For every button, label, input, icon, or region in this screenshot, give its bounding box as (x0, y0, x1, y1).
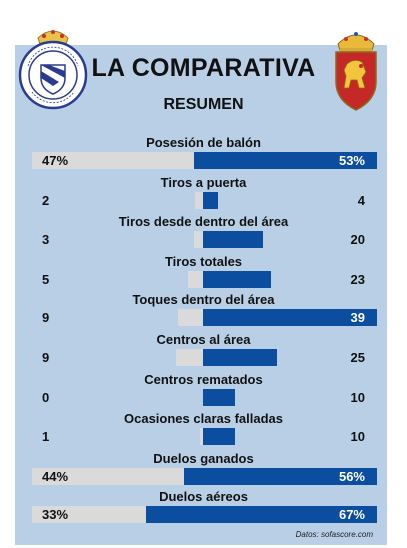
value-home-1: 2 (42, 193, 50, 208)
bar-away-9 (145, 506, 377, 523)
page-title: LA COMPARATIVA (91, 54, 316, 82)
zaragoza-crest-icon (332, 28, 380, 112)
value-away-9: 67% (338, 507, 365, 522)
bar-away-1 (203, 192, 219, 209)
value-away-1: 4 (357, 193, 365, 208)
stat-label-9: Duelos aéreos (159, 489, 248, 504)
bar-away-7 (203, 428, 235, 445)
value-home-5: 9 (42, 350, 50, 365)
bar-away-5 (203, 349, 277, 366)
bar-home-9 (32, 506, 146, 523)
value-home-6: 0 (42, 390, 50, 405)
value-home-2: 3 (42, 232, 50, 247)
bar-away-4 (203, 309, 377, 326)
value-away-4: 39 (350, 310, 365, 325)
stat-label-8: Duelos ganados (153, 451, 254, 466)
bar-home-8 (32, 468, 184, 485)
bar-away-3 (203, 271, 272, 288)
stat-label-5: Centros al área (156, 332, 251, 347)
stats-panel (15, 45, 387, 545)
bar-away-2 (203, 231, 263, 248)
value-home-8: 44% (42, 469, 69, 484)
stat-label-7: Ocasiones claras falladas (124, 411, 283, 426)
stat-label-2: Tiros desde dentro del área (118, 214, 289, 229)
bar-away-0 (194, 152, 377, 169)
stat-label-6: Centros rematados (144, 372, 263, 387)
bar-away-8 (183, 468, 377, 485)
value-away-8: 56% (338, 469, 365, 484)
value-home-9: 33% (42, 507, 69, 522)
bar-home-5 (176, 349, 203, 366)
value-home-0: 47% (42, 153, 69, 168)
bar-home-2 (194, 231, 203, 248)
bar-home-7 (200, 428, 203, 445)
page-subtitle: RESUMEN (163, 96, 244, 113)
value-home-3: 5 (42, 272, 50, 287)
bar-home-0 (32, 152, 195, 169)
bar-away-6 (203, 389, 235, 406)
value-away-3: 23 (350, 272, 365, 287)
stat-label-1: Tiros a puerta (160, 175, 247, 190)
value-away-5: 25 (350, 350, 365, 365)
source-credit: Datos: sofascore.com (295, 530, 373, 539)
deportivo-crest-icon (16, 26, 90, 112)
stat-label-4: Toques dentro del área (132, 292, 275, 307)
bar-home-1 (195, 192, 203, 209)
bar-home-3 (188, 271, 203, 288)
value-home-7: 1 (42, 429, 50, 444)
value-away-0: 53% (338, 153, 365, 168)
stat-label-3: Tiros totales (164, 254, 243, 269)
value-away-2: 20 (350, 232, 365, 247)
bar-home-4 (177, 309, 203, 326)
stat-label-0: Posesión de balón (146, 135, 261, 150)
value-away-6: 10 (350, 390, 365, 405)
value-home-4: 9 (42, 310, 50, 325)
value-away-7: 10 (350, 429, 365, 444)
